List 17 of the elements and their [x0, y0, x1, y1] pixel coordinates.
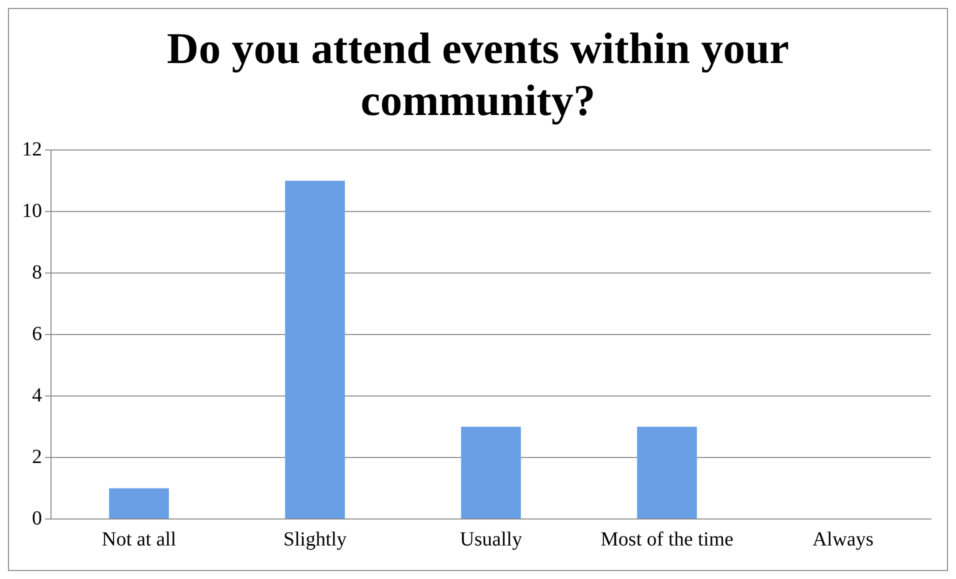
y-tick-label: 8	[32, 261, 42, 284]
y-tick-label: 4	[32, 384, 42, 406]
y-tick-label: 12	[22, 138, 42, 160]
bar	[109, 488, 169, 518]
bar	[285, 180, 345, 518]
bar	[461, 426, 521, 518]
x-tick-label: Usually	[460, 528, 522, 550]
x-tick-label: Not at all	[102, 528, 177, 550]
x-tick-label: Most of the time	[600, 528, 734, 550]
x-tick-label: Always	[812, 528, 874, 550]
bar	[637, 426, 697, 518]
y-tick-label: 2	[32, 446, 42, 468]
chart-title: Do you attend events within your community?	[166, 23, 790, 127]
y-tick-label: 10	[22, 200, 42, 222]
y-tick-label: 0	[32, 507, 42, 530]
x-tick-label: Slightly	[283, 528, 347, 550]
y-tick-label: 6	[32, 322, 42, 345]
